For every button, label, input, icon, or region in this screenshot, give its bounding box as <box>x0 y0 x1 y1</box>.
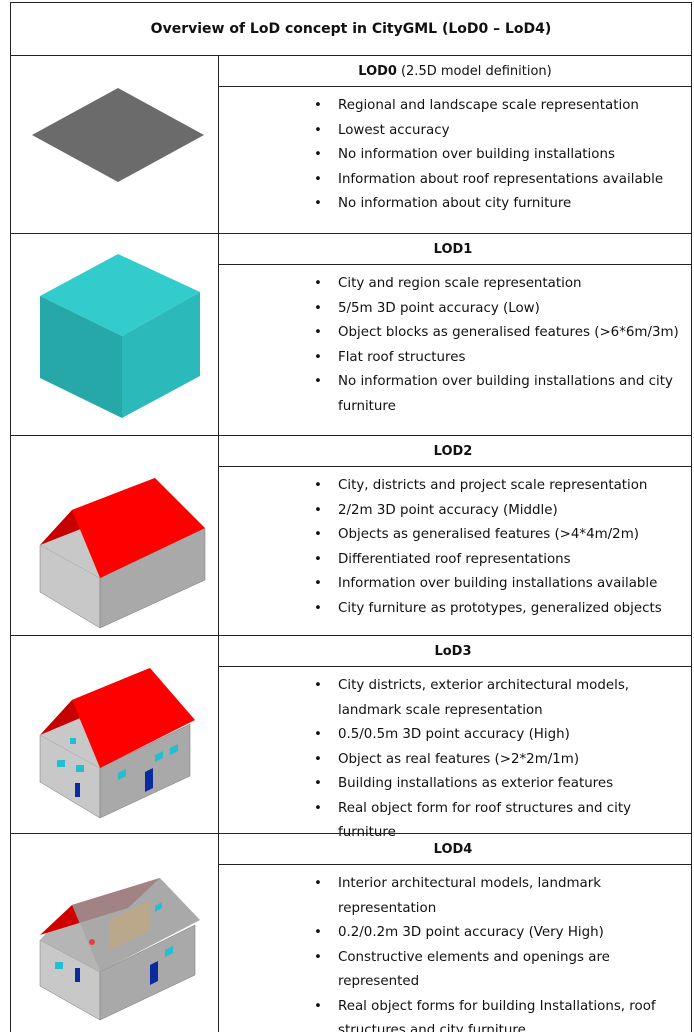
feature-list: City districts, exterior architectural m… <box>219 666 691 846</box>
feature-list: Regional and landscape scale representat… <box>219 86 691 217</box>
feature-item: City districts, exterior architectural m… <box>314 674 685 723</box>
feature-item: 0.5/0.5m 3D point accuracy (High) <box>314 723 685 748</box>
lod-label: LOD2 <box>433 443 473 459</box>
feature-item: City, districts and project scale repres… <box>314 474 685 499</box>
image-cell <box>10 435 219 636</box>
feature-item: 0.2/0.2m 3D point accuracy (Very High) <box>314 921 685 946</box>
lod-label: LOD1 <box>433 241 473 257</box>
description-cell: LOD2 City, districts and project scale re… <box>218 435 692 636</box>
feature-item: Real object forms for building Installat… <box>314 995 685 1032</box>
feature-item: 2/2m 3D point accuracy (Middle) <box>314 499 685 524</box>
table-title: Overview of LoD concept in CityGML (LoD0… <box>10 2 692 56</box>
lod-header: LOD4 <box>219 834 691 865</box>
image-cell <box>10 833 219 1032</box>
lod-label: LoD3 <box>434 643 472 659</box>
lod-label: LOD0 <box>358 63 397 79</box>
lod4-house <box>39 878 200 1021</box>
description-cell: LoD3 City districts, exterior architectur… <box>218 635 692 840</box>
feature-item: No information over building installatio… <box>314 370 685 419</box>
feature-item: Object blocks as generalised features (>… <box>314 321 685 346</box>
lod-header: LOD1 <box>219 234 691 265</box>
image-cell <box>10 55 219 234</box>
feature-item: Real object form for roof structures and… <box>314 797 685 846</box>
description-cell: LOD4 Interior architectural models, landm… <box>218 833 692 1032</box>
feature-item: Regional and landscape scale representat… <box>314 94 685 119</box>
lod1-block <box>40 254 200 418</box>
feature-item: Constructive elements and openings are r… <box>314 946 685 995</box>
feature-item: No information about city furniture <box>314 192 685 217</box>
feature-item: Information over building installations … <box>314 572 685 597</box>
feature-list: Interior architectural models, landmark … <box>219 864 691 1032</box>
feature-list: City and region scale representation5/5m… <box>219 264 691 419</box>
image-cell <box>10 635 219 834</box>
lod-header: LoD3 <box>219 636 691 667</box>
feature-item: City and region scale representation <box>314 272 685 297</box>
feature-item: Flat roof structures <box>314 346 685 371</box>
image-cell <box>10 233 219 436</box>
feature-item: Information about roof representations a… <box>314 168 685 193</box>
lod0-plane <box>32 88 204 182</box>
lod2-house <box>39 478 206 629</box>
feature-item: Differentiated roof representations <box>314 548 685 573</box>
feature-item: 5/5m 3D point accuracy (Low) <box>314 297 685 322</box>
feature-item: Interior architectural models, landmark … <box>314 872 685 921</box>
feature-item: City furniture as prototypes, generalize… <box>314 597 685 622</box>
description-cell: LOD0(2.5D model definition) Regional and … <box>218 55 692 234</box>
feature-list: City, districts and project scale repres… <box>219 466 691 621</box>
feature-item: No information over building installatio… <box>314 143 685 168</box>
lod-header: LOD0 (2.5D model definition) <box>219 56 691 87</box>
feature-item: Objects as generalised features (>4*4m/2… <box>314 523 685 548</box>
lod-label: LOD4 <box>433 841 473 857</box>
lod-note: (2.5D model definition) <box>400 63 552 79</box>
feature-item: Lowest accuracy <box>314 119 685 144</box>
feature-item: Building installations as exterior featu… <box>314 772 685 797</box>
feature-item: Object as real features (>2*2m/1m) <box>314 748 685 773</box>
description-cell: LOD1 City and region scale representation… <box>218 233 692 436</box>
lod3-house <box>39 668 195 819</box>
lod-header: LOD2 <box>219 436 691 467</box>
